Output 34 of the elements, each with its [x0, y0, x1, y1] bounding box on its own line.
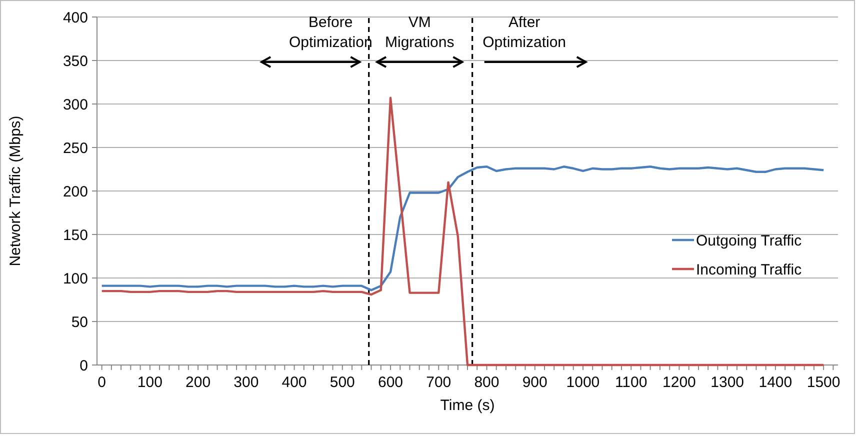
- y-tick-label: 0: [80, 357, 88, 374]
- x-tick-label: 1500: [806, 374, 840, 391]
- annotation: Before Optimization: [288, 14, 372, 51]
- y-tick-label: 300: [62, 96, 88, 114]
- y-tick-label: 250: [62, 140, 88, 157]
- x-tick-label: 800: [474, 374, 500, 391]
- annotation: After Optimization: [482, 14, 566, 51]
- x-tick-label: 100: [137, 374, 162, 391]
- x-tick-label: 500: [330, 374, 355, 391]
- x-tick-label: 900: [522, 374, 548, 391]
- y-tick-label: 200: [62, 183, 88, 200]
- x-axis-title: Time (s): [440, 397, 495, 414]
- x-tick-label: 1400: [758, 374, 792, 391]
- x-tick-label: 400: [282, 374, 307, 391]
- y-axis-title: Network Traffic (Mbps): [7, 116, 24, 266]
- x-tick-label: 1000: [566, 374, 600, 391]
- x-tick-label: 1300: [710, 374, 744, 391]
- y-tick-label: 400: [62, 9, 88, 26]
- annotation: VM Migrations: [385, 14, 454, 51]
- legend-label: Outgoing Traffic: [696, 232, 802, 250]
- x-tick-label: 0: [98, 374, 106, 391]
- legend-label: Incoming Traffic: [696, 261, 802, 278]
- x-tick-label: 600: [378, 374, 404, 391]
- x-tick-label: 1100: [614, 374, 648, 391]
- y-tick-label: 50: [71, 314, 88, 331]
- x-tick-label: 700: [426, 374, 452, 391]
- x-tick-label: 300: [234, 374, 259, 391]
- x-tick-label: 1200: [662, 374, 696, 391]
- y-tick-label: 150: [62, 226, 88, 244]
- x-tick-label: 200: [186, 374, 211, 391]
- line-series: [100, 96, 825, 366]
- line-series: [100, 166, 825, 292]
- y-tick-label: 100: [62, 270, 88, 288]
- y-tick-label: 350: [62, 52, 88, 70]
